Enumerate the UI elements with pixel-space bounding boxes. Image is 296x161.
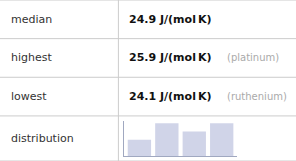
svg-text:(platinum): (platinum)	[227, 52, 279, 63]
svg-text:24.1 J/(mol K): 24.1 J/(mol K)	[129, 90, 212, 103]
svg-text:distribution: distribution	[11, 132, 74, 145]
svg-text:highest: highest	[11, 51, 52, 64]
svg-text:(ruthenium): (ruthenium)	[227, 91, 287, 102]
svg-text:25.9 J/(mol K): 25.9 J/(mol K)	[129, 51, 212, 64]
svg-text:24.9 J/(mol K): 24.9 J/(mol K)	[129, 13, 212, 26]
svg-text:lowest: lowest	[11, 90, 47, 103]
svg-text:median: median	[11, 13, 52, 26]
